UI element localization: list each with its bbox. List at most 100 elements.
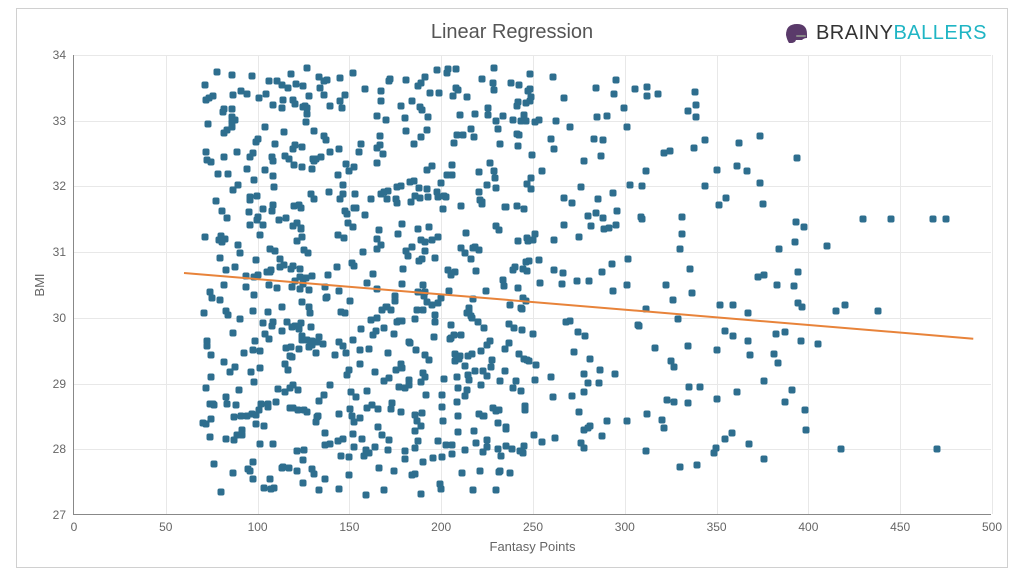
data-point xyxy=(267,486,274,493)
data-point xyxy=(337,74,344,81)
data-point xyxy=(420,306,427,313)
x-tick-label: 50 xyxy=(159,520,172,534)
data-point xyxy=(235,181,242,188)
data-point xyxy=(306,287,313,294)
data-point xyxy=(717,302,724,309)
data-point xyxy=(342,350,349,357)
data-point xyxy=(775,246,782,253)
data-point xyxy=(393,199,400,206)
data-point xyxy=(448,321,455,328)
data-point xyxy=(522,407,529,414)
data-point xyxy=(316,85,323,92)
data-point xyxy=(530,432,537,439)
data-point xyxy=(549,393,556,400)
data-point xyxy=(455,412,462,419)
data-point xyxy=(686,383,693,390)
data-point xyxy=(772,331,779,338)
data-point xyxy=(281,128,288,135)
data-point xyxy=(693,462,700,469)
data-point xyxy=(603,113,610,120)
data-point xyxy=(437,480,444,487)
data-point xyxy=(482,287,489,294)
data-point xyxy=(256,95,263,102)
data-point xyxy=(229,329,236,336)
data-point xyxy=(362,212,369,219)
data-point xyxy=(406,338,413,345)
data-point xyxy=(515,238,522,245)
data-point xyxy=(744,310,751,317)
data-point xyxy=(289,145,296,152)
data-point xyxy=(403,127,410,134)
data-point xyxy=(326,102,333,109)
data-point xyxy=(581,333,588,340)
data-point xyxy=(204,343,211,350)
data-point xyxy=(402,447,409,454)
data-point xyxy=(472,368,479,375)
data-point xyxy=(351,263,358,270)
data-point xyxy=(688,290,695,297)
data-point xyxy=(230,413,237,420)
data-point xyxy=(612,370,619,377)
data-point xyxy=(269,102,276,109)
data-point xyxy=(208,351,215,358)
data-point xyxy=(585,380,592,387)
data-point xyxy=(593,85,600,92)
data-point xyxy=(380,377,387,384)
y-tick-label: 32 xyxy=(53,179,66,193)
data-point xyxy=(610,288,617,295)
data-point xyxy=(411,315,418,322)
data-point xyxy=(275,216,282,223)
data-point xyxy=(440,205,447,212)
data-point xyxy=(444,69,451,76)
data-point xyxy=(420,369,427,376)
data-point xyxy=(251,176,258,183)
x-axis-label: Fantasy Points xyxy=(490,539,576,554)
data-point xyxy=(730,302,737,309)
data-point xyxy=(418,107,425,114)
data-point xyxy=(212,198,219,205)
data-point xyxy=(351,205,358,212)
data-point xyxy=(655,91,662,98)
data-point xyxy=(320,77,327,84)
data-point xyxy=(370,270,377,277)
data-point xyxy=(380,189,387,196)
data-point xyxy=(289,405,296,412)
data-point xyxy=(201,233,208,240)
data-point xyxy=(734,163,741,170)
data-point xyxy=(398,281,405,288)
data-point xyxy=(523,99,530,106)
data-point xyxy=(526,86,533,93)
data-point xyxy=(397,103,404,110)
data-point xyxy=(320,391,327,398)
data-point xyxy=(235,241,242,248)
data-point xyxy=(484,436,491,443)
x-tick-label: 500 xyxy=(982,520,1002,534)
data-point xyxy=(363,388,370,395)
data-point xyxy=(415,185,422,192)
data-point xyxy=(434,194,441,201)
data-point xyxy=(265,78,272,85)
data-point xyxy=(468,255,475,262)
data-point xyxy=(305,250,312,257)
data-point xyxy=(701,137,708,144)
data-point xyxy=(250,292,257,299)
data-point xyxy=(307,190,314,197)
data-point xyxy=(400,265,407,272)
data-point xyxy=(775,359,782,366)
data-point xyxy=(791,283,798,290)
data-point xyxy=(307,310,314,317)
data-point xyxy=(577,184,584,191)
data-point xyxy=(523,118,530,125)
data-point xyxy=(346,298,353,305)
data-point xyxy=(315,398,322,405)
data-point xyxy=(743,167,750,174)
data-point xyxy=(563,319,570,326)
data-point xyxy=(270,441,277,448)
data-point xyxy=(299,103,306,110)
data-point xyxy=(299,480,306,487)
data-point xyxy=(574,277,581,284)
data-point xyxy=(598,433,605,440)
data-point xyxy=(205,120,212,127)
x-tick-label: 100 xyxy=(248,520,268,534)
data-point xyxy=(499,112,506,119)
